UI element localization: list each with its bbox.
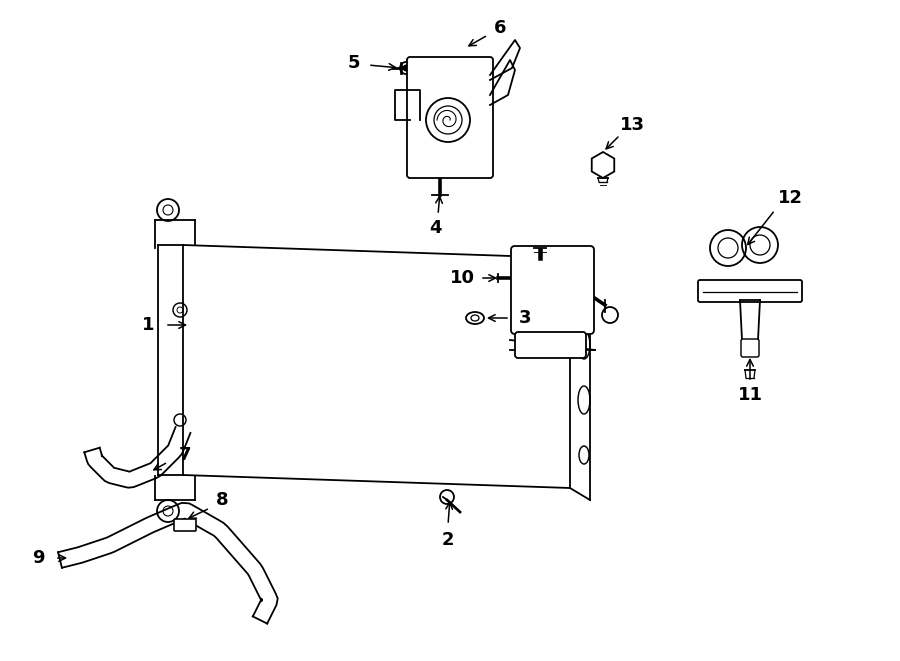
FancyBboxPatch shape bbox=[741, 339, 759, 357]
Text: 13: 13 bbox=[619, 116, 644, 134]
Text: 3: 3 bbox=[518, 309, 531, 327]
Text: 1: 1 bbox=[142, 316, 154, 334]
Text: 2: 2 bbox=[442, 531, 454, 549]
Text: 6: 6 bbox=[494, 19, 506, 37]
Text: 9: 9 bbox=[32, 549, 44, 567]
Text: 11: 11 bbox=[737, 386, 762, 404]
Text: 8: 8 bbox=[216, 491, 229, 509]
FancyBboxPatch shape bbox=[515, 332, 586, 358]
Text: 5: 5 bbox=[347, 54, 360, 72]
Text: 7: 7 bbox=[179, 446, 191, 464]
FancyBboxPatch shape bbox=[511, 246, 594, 334]
FancyBboxPatch shape bbox=[407, 57, 493, 178]
Text: 12: 12 bbox=[778, 189, 803, 207]
FancyBboxPatch shape bbox=[698, 280, 802, 302]
Text: 10: 10 bbox=[449, 269, 474, 287]
Text: 4: 4 bbox=[428, 219, 441, 237]
FancyBboxPatch shape bbox=[174, 519, 196, 531]
Circle shape bbox=[403, 65, 409, 71]
